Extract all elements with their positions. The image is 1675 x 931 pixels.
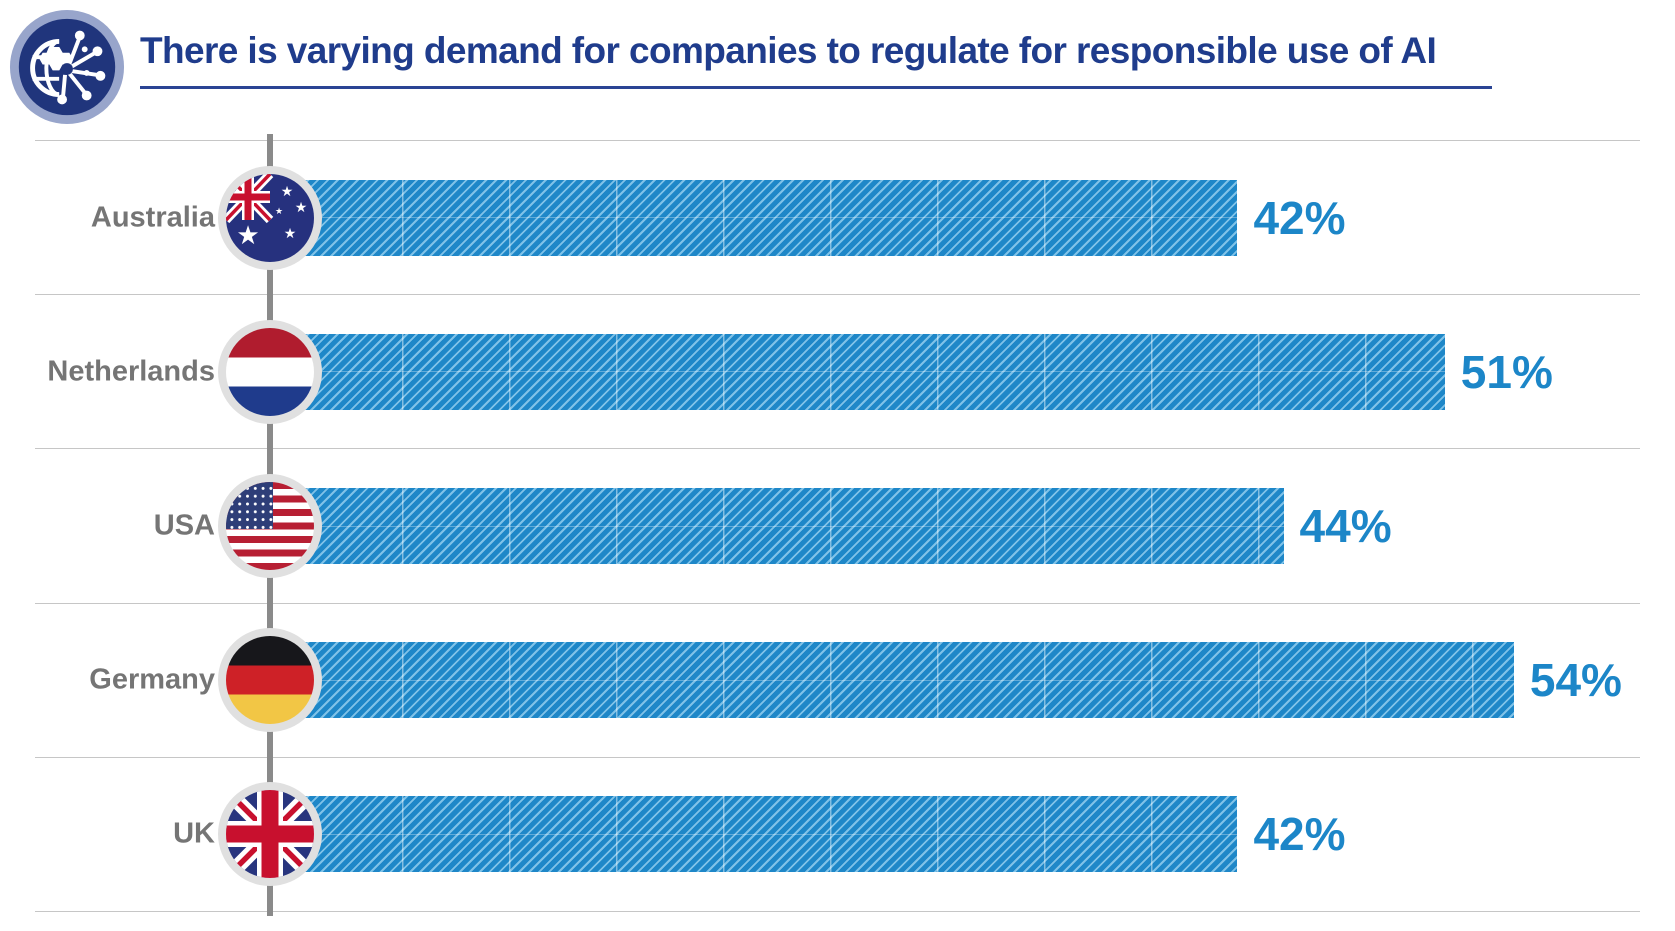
bar-germany [270,642,1514,719]
australia-flag-icon: ★ ★ ★ ★ ★ [226,173,314,262]
category-label: USA [153,509,215,542]
chart-row-uk: UK 42% [35,756,1640,913]
germany-flag-icon [226,636,314,725]
uk-flag-icon [226,790,314,879]
chart-row-germany: Germany 54% [35,602,1640,757]
netherlands-flag-icon [226,327,314,416]
flag-medallion: ★ ★ ★ ★ ★ [218,165,322,270]
usa-flag-icon [226,482,314,570]
flag-medallion [218,628,322,733]
bar-usa [270,488,1284,564]
globe-network-gear-icon [8,8,126,126]
chart-row-netherlands: Netherlands 51% [35,294,1640,448]
chart-row-usa: USA 44% [35,448,1640,602]
svg-text:★: ★ [295,200,308,216]
chart-row-australia: Australia 42% ★ [35,140,1640,294]
value-label: 42% [1253,808,1346,861]
category-label: Australia [90,201,215,234]
category-label: Netherlands [47,355,215,388]
value-label: 44% [1299,500,1392,552]
bar-netherlands [270,333,1445,410]
value-label: 42% [1253,191,1346,244]
title-underline [140,86,1492,89]
value-label: 51% [1460,345,1553,398]
svg-text:★: ★ [236,221,259,251]
category-label: Germany [89,663,215,696]
bar-chart: Australia 42% ★ [35,134,1640,916]
usa-flag-canton [226,482,273,529]
chart-header: There is varying demand for companies to… [140,30,1492,89]
svg-text:★: ★ [284,226,297,242]
flag-medallion [218,319,322,424]
page-title: There is varying demand for companies to… [140,30,1437,71]
bar-australia [270,179,1238,256]
value-label: 54% [1529,654,1622,707]
category-label: UK [173,817,215,850]
flag-medallion [218,782,322,887]
bar-uk [270,796,1238,873]
flag-medallion [218,474,322,578]
svg-text:★: ★ [275,207,283,217]
svg-text:★: ★ [281,184,294,200]
